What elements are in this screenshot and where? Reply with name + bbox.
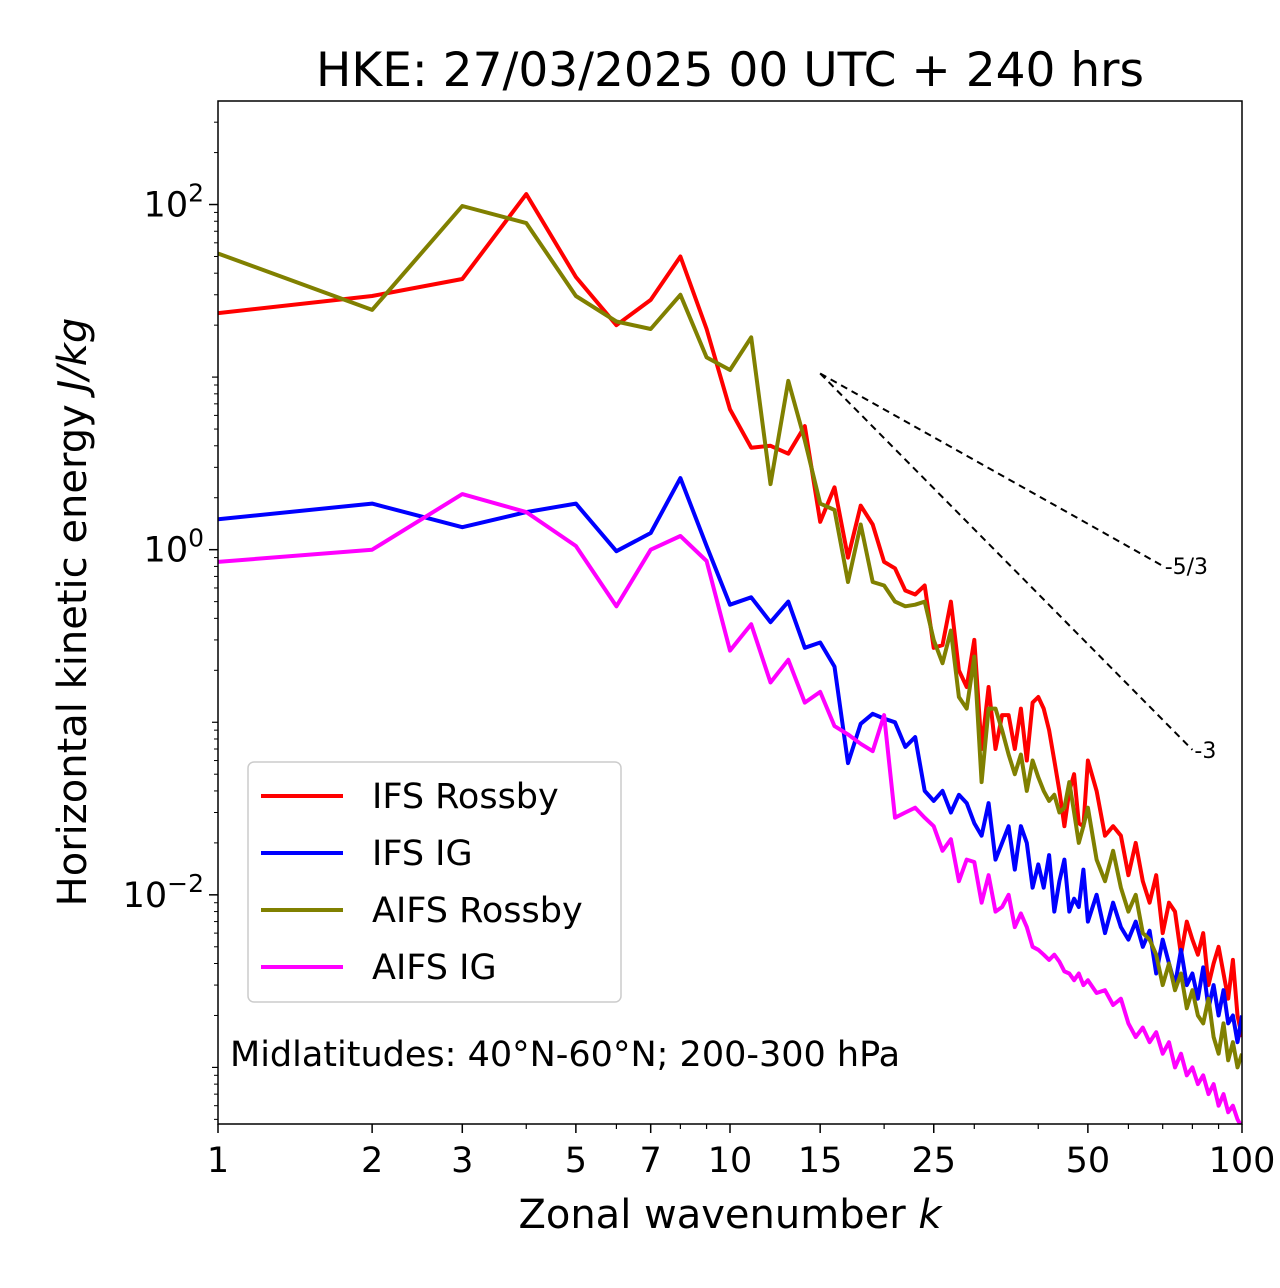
x-tick-label: 100 xyxy=(1209,1141,1276,1181)
reference-slope-layer: -5/3 -3 xyxy=(819,372,1216,764)
y-tick-label: 102 xyxy=(144,179,204,226)
reference-slope-line xyxy=(819,372,1164,567)
region-annotation: Midlatitudes: 40°N-60°N; 200-300 hPa xyxy=(230,1035,900,1075)
y-tick-label: 10−2 xyxy=(123,869,204,916)
x-tick-label: 25 xyxy=(911,1141,956,1181)
x-tick-label: 5 xyxy=(565,1141,587,1181)
y-tick-label: 100 xyxy=(144,524,204,571)
series-line-aifs-ig xyxy=(218,492,1242,1124)
legend: IFS Rossby IFS IG AIFS Rossby AIFS IG xyxy=(247,761,622,1003)
reference-slope-label: -3 xyxy=(1194,739,1216,764)
legend-label-aifs-rossby: AIFS Rossby xyxy=(372,891,583,931)
reference-slope-line xyxy=(819,372,1194,751)
x-tick-label: 2 xyxy=(361,1141,383,1181)
series-line-ifs-ig xyxy=(218,476,1242,1045)
x-tick-label: 50 xyxy=(1066,1141,1111,1181)
legend-box xyxy=(247,761,622,1003)
reference-slope-label: -5/3 xyxy=(1165,555,1208,580)
x-tick-label: 15 xyxy=(798,1141,843,1181)
x-tick-label: 10 xyxy=(708,1141,753,1181)
series-line-ifs-rossby xyxy=(218,192,1242,1038)
axis-ticks: 1 2 3 5 7 10 15 25 50 100 102 100 10−2 xyxy=(123,121,1276,1181)
chart-title: HKE: 27/03/2025 00 UTC + 240 hrs xyxy=(316,43,1144,98)
series-layer xyxy=(218,192,1242,1124)
x-axis-label: Zonal wavenumber k xyxy=(518,1192,943,1238)
x-tick-label: 7 xyxy=(640,1141,662,1181)
series-line-aifs-rossby xyxy=(218,204,1242,1070)
legend-label-ifs-ig: IFS IG xyxy=(372,834,473,874)
legend-label-aifs-ig: AIFS IG xyxy=(372,948,497,988)
y-axis-label: Horizontal kinetic energy J/kg xyxy=(50,318,96,907)
x-tick-label: 3 xyxy=(451,1141,473,1181)
legend-label-ifs-rossby: IFS Rossby xyxy=(372,777,559,817)
x-tick-label: 1 xyxy=(207,1141,229,1181)
